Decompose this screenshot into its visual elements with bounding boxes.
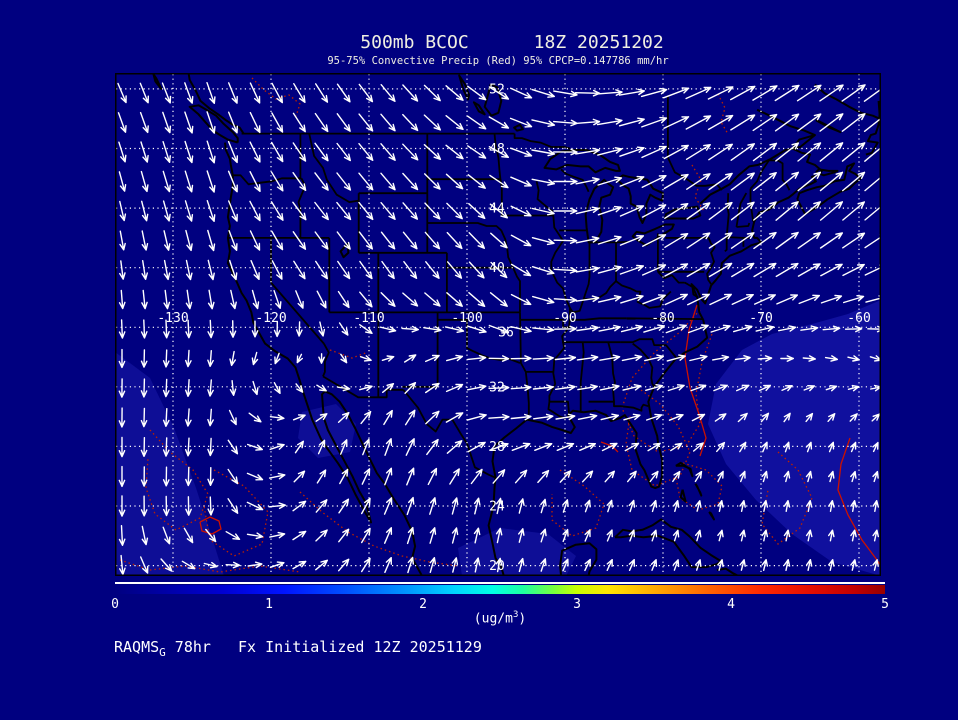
axis-tick-label: -90 bbox=[553, 311, 576, 326]
axis-tick-label: -120 bbox=[255, 311, 286, 326]
axis-tick-label: -100 bbox=[451, 311, 482, 326]
colorbar bbox=[115, 585, 885, 594]
colorbar-top-line bbox=[115, 582, 885, 584]
colorbar-tick-labels: 0 1 2 3 4 5 bbox=[0, 597, 958, 612]
axis-tick-label: -80 bbox=[651, 311, 674, 326]
model-subscript: G bbox=[159, 646, 166, 659]
init-caption: 78hr Fx Initialized 12Z 20251129 bbox=[165, 638, 482, 656]
colorbar-tick-label: 5 bbox=[881, 597, 889, 612]
forecast-map-plot: -130 -120 -110 -100 -90 -80 -70 -60 52 48 44 40 36 32… bbox=[115, 73, 881, 576]
chart-title: 500mb BCOC 18Z 20251202 bbox=[360, 32, 664, 53]
axis-tick-label: 36 bbox=[498, 325, 514, 340]
axis-tick-label: 28 bbox=[489, 440, 505, 455]
colorbar-tick-label: 0 bbox=[111, 597, 119, 612]
colorbar-tick-label: 4 bbox=[727, 597, 735, 612]
footer-caption: RAQMSG 78hr Fx Initialized 12Z 20251129 bbox=[114, 638, 482, 659]
axis-tick-label: 48 bbox=[489, 142, 505, 157]
axis-tick-label: 32 bbox=[489, 380, 505, 395]
axis-tick-label: 20 bbox=[489, 559, 505, 574]
model-name: RAQMS bbox=[114, 638, 160, 656]
colorbar-tick-label: 2 bbox=[419, 597, 427, 612]
axis-tick-label: 44 bbox=[489, 202, 505, 217]
axis-tick-label: -60 bbox=[847, 311, 870, 326]
colorbar-unit-label: (ug/m3) bbox=[473, 610, 527, 627]
axis-tick-label: 40 bbox=[489, 261, 505, 276]
axis-tick-label: -130 bbox=[157, 311, 188, 326]
axis-tick-label: -70 bbox=[749, 311, 772, 326]
colorbar-tick-label: 1 bbox=[265, 597, 273, 612]
axis-tick-label: -110 bbox=[353, 311, 384, 326]
axis-tick-label: 24 bbox=[489, 499, 505, 514]
axis-tick-label: 52 bbox=[489, 82, 505, 97]
chart-subtitle: 95-75% Convective Precip (Red) 95% CPCP=… bbox=[327, 55, 669, 67]
colorbar-tick-label: 3 bbox=[573, 597, 581, 612]
